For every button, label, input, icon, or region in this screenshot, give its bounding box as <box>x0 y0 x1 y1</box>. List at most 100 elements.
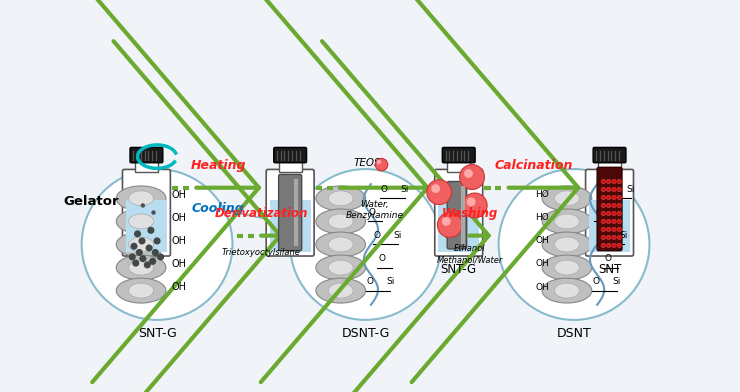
Circle shape <box>442 217 451 226</box>
Ellipse shape <box>329 260 353 275</box>
Ellipse shape <box>116 278 166 303</box>
Text: OH: OH <box>171 259 186 269</box>
Text: SNT-G: SNT-G <box>138 327 176 340</box>
Text: SNT: SNT <box>598 263 622 276</box>
Ellipse shape <box>554 260 579 275</box>
Circle shape <box>617 179 622 184</box>
Circle shape <box>377 160 381 164</box>
Circle shape <box>617 195 622 200</box>
Text: O: O <box>378 254 386 263</box>
Circle shape <box>152 249 159 256</box>
FancyBboxPatch shape <box>435 169 482 256</box>
Bar <box>126 200 166 252</box>
Text: Calcination: Calcination <box>495 159 574 172</box>
Circle shape <box>467 198 476 206</box>
Circle shape <box>612 219 616 223</box>
Text: OH: OH <box>171 236 186 246</box>
Text: Washing: Washing <box>442 207 498 220</box>
Text: OH: OH <box>171 213 186 223</box>
Bar <box>135 161 158 172</box>
Ellipse shape <box>542 232 592 257</box>
Text: TEOS: TEOS <box>354 158 381 168</box>
Circle shape <box>375 158 388 171</box>
Circle shape <box>146 245 152 252</box>
Text: OH: OH <box>171 282 186 292</box>
Circle shape <box>134 230 141 238</box>
Circle shape <box>607 219 611 223</box>
Ellipse shape <box>129 214 153 229</box>
Text: O: O <box>380 185 388 194</box>
Circle shape <box>153 238 161 245</box>
Circle shape <box>612 187 616 192</box>
FancyBboxPatch shape <box>274 147 306 163</box>
Text: Ethanol
Methanol/Water: Ethanol Methanol/Water <box>437 245 503 265</box>
Circle shape <box>612 195 616 200</box>
Circle shape <box>141 203 145 208</box>
FancyBboxPatch shape <box>593 147 626 163</box>
Circle shape <box>607 187 611 192</box>
Ellipse shape <box>316 209 366 234</box>
Circle shape <box>601 179 605 184</box>
Text: Heating: Heating <box>190 159 246 172</box>
Text: Cooling: Cooling <box>192 202 245 215</box>
Text: Trietoxyoctylsilane: Trietoxyoctylsilane <box>222 248 300 257</box>
Ellipse shape <box>329 214 353 229</box>
Bar <box>438 200 479 252</box>
Text: Gelator: Gelator <box>64 194 119 207</box>
Circle shape <box>607 179 611 184</box>
Text: Si: Si <box>619 231 628 240</box>
Circle shape <box>132 260 139 267</box>
Text: DSNT: DSNT <box>556 327 591 340</box>
Text: Derivatization: Derivatization <box>215 207 308 220</box>
Bar <box>279 161 302 172</box>
Bar <box>461 186 465 245</box>
Circle shape <box>144 261 151 269</box>
FancyBboxPatch shape <box>130 147 163 163</box>
Ellipse shape <box>116 232 166 257</box>
Circle shape <box>607 227 611 232</box>
Circle shape <box>157 253 164 260</box>
Text: SNT-G: SNT-G <box>440 263 477 276</box>
Circle shape <box>607 195 611 200</box>
Ellipse shape <box>554 214 579 229</box>
Circle shape <box>617 219 622 223</box>
Text: O: O <box>374 231 380 240</box>
Ellipse shape <box>316 186 366 211</box>
Circle shape <box>612 211 616 216</box>
Ellipse shape <box>316 278 366 303</box>
Circle shape <box>612 203 616 208</box>
Text: O: O <box>366 277 374 286</box>
Ellipse shape <box>129 191 153 206</box>
Text: Si: Si <box>612 277 621 286</box>
Ellipse shape <box>554 283 579 298</box>
Circle shape <box>437 212 462 238</box>
Circle shape <box>151 211 155 215</box>
Ellipse shape <box>329 237 353 252</box>
Circle shape <box>138 238 146 245</box>
Text: HO: HO <box>535 190 549 199</box>
Text: HO: HO <box>535 213 549 222</box>
Circle shape <box>607 235 611 240</box>
Circle shape <box>130 243 138 250</box>
Circle shape <box>601 243 605 248</box>
Text: OH: OH <box>535 283 549 292</box>
Circle shape <box>617 187 622 192</box>
Circle shape <box>601 227 605 232</box>
Text: O: O <box>369 208 376 217</box>
Circle shape <box>612 227 616 232</box>
Ellipse shape <box>116 255 166 280</box>
Circle shape <box>607 243 611 248</box>
FancyBboxPatch shape <box>447 181 467 249</box>
FancyBboxPatch shape <box>279 174 302 251</box>
FancyBboxPatch shape <box>123 169 170 256</box>
Circle shape <box>464 169 473 178</box>
FancyBboxPatch shape <box>597 167 622 251</box>
Text: O: O <box>593 277 599 286</box>
Ellipse shape <box>542 209 592 234</box>
Circle shape <box>460 165 485 189</box>
Bar <box>294 179 298 246</box>
Ellipse shape <box>542 255 592 280</box>
Circle shape <box>601 187 605 192</box>
Circle shape <box>617 211 622 216</box>
Circle shape <box>612 243 616 248</box>
